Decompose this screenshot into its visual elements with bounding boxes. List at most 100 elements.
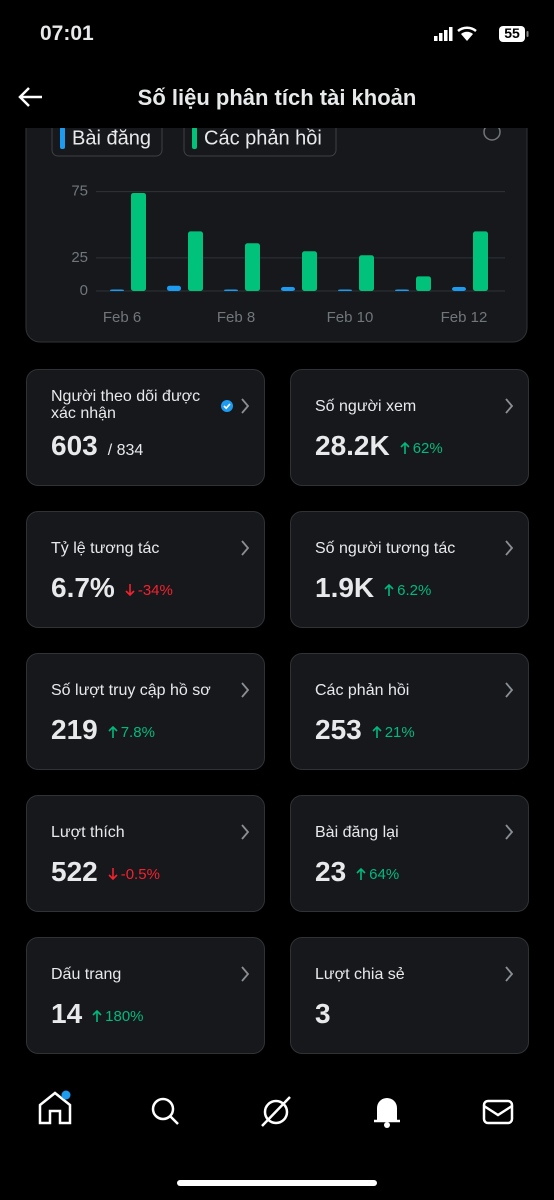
trend-arrow: [92, 1009, 102, 1022]
clock: 07:01: [40, 22, 94, 45]
chevron: [241, 824, 250, 840]
bar: [131, 192, 146, 291]
metric-row: 6.7% -34%: [51, 572, 173, 604]
metric-card[interactable]: Các phản hồi 253 21%: [290, 653, 529, 770]
metric-value: 23: [315, 856, 347, 887]
metric-change-text: 7.8%: [120, 723, 155, 741]
top-bar: 07:01 55 Số liệu phân tích tài khoản: [0, 0, 554, 128]
battery-level: 55: [504, 25, 520, 41]
metric-card[interactable]: Người theo dõi được xác nhận 603 / 834: [26, 369, 265, 486]
metric-value: 6.7%: [51, 572, 115, 603]
trend-arrow: [356, 867, 366, 880]
chevron: [241, 966, 250, 982]
y-tick-label: 25: [71, 249, 88, 266]
metric-card[interactable]: Lượt chia sẻ 3: [290, 937, 529, 1054]
home-indicator: [177, 1180, 377, 1186]
metric-change-text: 180%: [105, 1007, 144, 1025]
messages-tab[interactable]: [482, 1099, 514, 1125]
bar: [302, 251, 317, 291]
bar: [416, 276, 431, 291]
metric-label: Người theo dõi được xác nhận: [51, 388, 201, 422]
bottom-nav: [38, 1090, 514, 1186]
metric-label: Số người tương tác: [315, 540, 456, 557]
chevron: [241, 540, 250, 556]
metric-value: 28.2K: [315, 430, 390, 461]
chevron: [505, 398, 514, 414]
search-tab[interactable]: [151, 1097, 179, 1125]
metric-card[interactable]: Lượt thích 522 -0.5%: [26, 795, 265, 912]
metric-change: 6.2%: [384, 582, 431, 599]
metric-card[interactable]: Dấu trang 14 180%: [26, 937, 265, 1054]
metric-row: 23 64%: [315, 856, 399, 888]
trend-arrow: [384, 583, 394, 596]
legend-label: Bài đăng: [72, 127, 151, 149]
bar: [395, 289, 409, 291]
trend-arrow: [400, 441, 410, 454]
trend-arrow: [108, 868, 118, 881]
bar: [167, 285, 181, 291]
back-button[interactable]: [16, 85, 44, 109]
metric-change-text: -0.5%: [120, 865, 160, 883]
metric-change-text: 62%: [412, 439, 443, 457]
bar: [281, 287, 295, 291]
legend-swatch: [60, 127, 65, 149]
metric-value: 14: [51, 998, 83, 1029]
metric-value: 522: [51, 856, 98, 887]
verified-badge: [221, 400, 233, 412]
bar: [359, 255, 374, 291]
metric-change-text: 64%: [369, 865, 400, 883]
chevron: [505, 824, 514, 840]
metric-change: -0.5%: [108, 866, 160, 883]
y-tick-label: 75: [71, 183, 88, 200]
metric-card[interactable]: Số người tương tác 1.9K 6.2%: [290, 511, 529, 628]
chevron: [505, 540, 514, 556]
metric-label: Số lượt truy cập hồ sơ: [51, 682, 211, 699]
chart: Bài đăng Các phản hồi 0 25 75 Feb 6 Feb 8 Feb 1…: [25, 89, 528, 343]
metric-change: 180%: [92, 1007, 144, 1025]
home-tab[interactable]: [38, 1090, 72, 1125]
metric-label: Lượt chia sẻ: [315, 966, 405, 983]
notifications-tab[interactable]: [374, 1098, 400, 1128]
metric-value: 253: [315, 714, 362, 745]
page-title: Số liệu phân tích tài khoản: [137, 85, 417, 110]
grok-tab[interactable]: [261, 1096, 291, 1127]
metric-label: Bài đăng lại: [315, 824, 399, 841]
metric-value: 603: [51, 430, 98, 461]
chevron: [505, 682, 514, 698]
metric-value: 1.9K: [315, 572, 375, 603]
metric-change: 21%: [372, 724, 415, 741]
trend-arrow: [125, 584, 135, 597]
metric-change-text: 6.2%: [397, 581, 432, 599]
metric-change-text: 21%: [384, 723, 415, 741]
metric-card[interactable]: Bài đăng lại 23 64%: [290, 795, 529, 912]
metric-card[interactable]: Tỷ lệ tương tác 6.7% -34%: [26, 511, 265, 628]
bar: [473, 231, 488, 291]
legend-swatch: [192, 127, 197, 149]
y-tick-label: 0: [80, 282, 88, 299]
metric-label: Các phản hồi: [315, 682, 410, 699]
metric-row: 28.2K 62%: [315, 430, 443, 462]
bar: [224, 289, 238, 291]
metric-row: 14 180%: [51, 998, 144, 1030]
metric-row: 219 7.8%: [51, 714, 155, 746]
x-tick-label: Feb 10: [327, 309, 374, 326]
x-tick-label: Feb 8: [217, 309, 255, 326]
metric-change: 62%: [400, 440, 443, 457]
metric-change-text: -34%: [137, 581, 173, 599]
bar: [452, 287, 466, 291]
metric-card[interactable]: Số lượt truy cập hồ sơ 219 7.8%: [26, 653, 265, 770]
trend-arrow: [108, 725, 118, 738]
chevron: [241, 682, 250, 698]
x-tick-label: Feb 12: [441, 309, 488, 326]
chevron: [241, 398, 250, 414]
metric-change: 7.8%: [108, 724, 155, 741]
trend-arrow: [372, 725, 382, 738]
bar: [110, 289, 124, 291]
metric-row: 3: [315, 998, 331, 1030]
status-icons: [434, 26, 529, 42]
metric-row: 522 -0.5%: [51, 856, 160, 888]
metric-card[interactable]: Số người xem 28.2K 62%: [290, 369, 529, 486]
x-tick-label: Feb 6: [103, 309, 141, 326]
chevron: [505, 966, 514, 982]
